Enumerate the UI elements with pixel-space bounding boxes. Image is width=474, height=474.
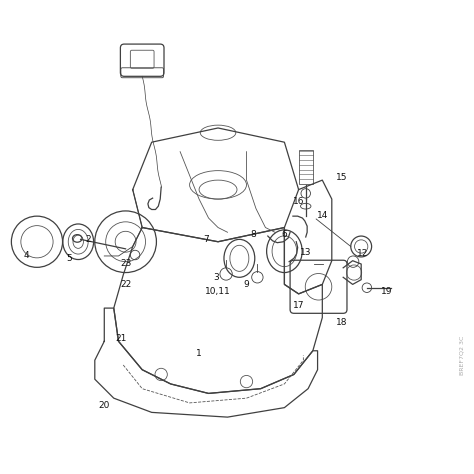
Text: 18: 18 [336, 318, 347, 327]
Text: 4: 4 [23, 252, 29, 260]
Text: 21: 21 [115, 335, 127, 343]
Text: 1: 1 [196, 349, 202, 357]
Text: 5: 5 [66, 254, 72, 263]
Text: 10,11: 10,11 [205, 287, 231, 296]
Bar [299, 150, 313, 184]
Text: 19: 19 [381, 287, 392, 296]
Text: 6: 6 [282, 230, 287, 239]
Text: 23: 23 [120, 259, 131, 267]
Text: 12: 12 [357, 249, 368, 258]
Text: 9: 9 [244, 280, 249, 289]
Text: 15: 15 [336, 173, 347, 182]
Text: 3: 3 [213, 273, 219, 282]
Text: 20: 20 [99, 401, 110, 410]
Text: 17: 17 [293, 301, 304, 310]
Text: 13: 13 [300, 248, 311, 256]
Text: 16: 16 [293, 197, 304, 206]
Text: BREF7Q2 3C: BREF7Q2 3C [460, 336, 465, 375]
Text: 8: 8 [251, 230, 256, 239]
Text: 7: 7 [203, 235, 209, 244]
Text: 2: 2 [85, 235, 91, 244]
Text: 14: 14 [317, 211, 328, 220]
Text: 22: 22 [120, 280, 131, 289]
